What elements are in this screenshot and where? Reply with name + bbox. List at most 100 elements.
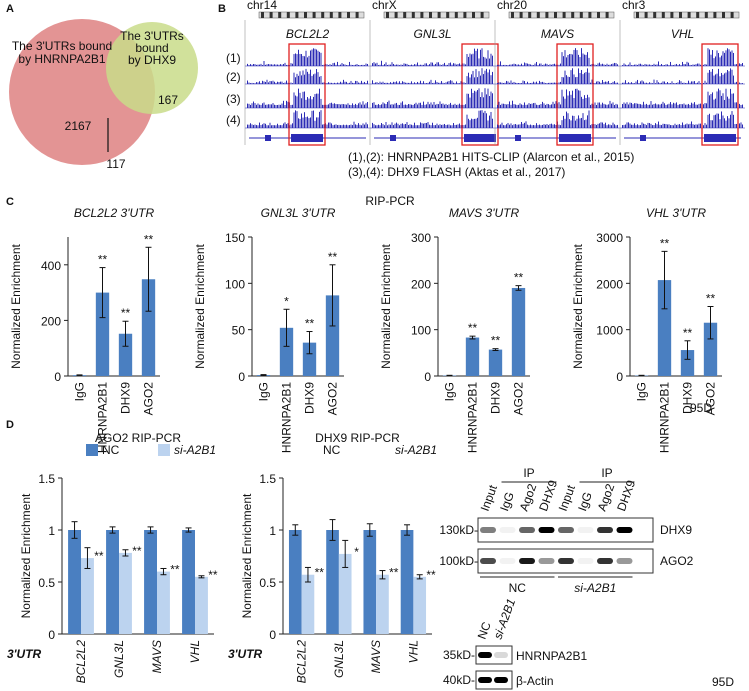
venn-label-line: bound [135, 41, 168, 55]
chart-title: BCL2L2 3'UTR [74, 206, 155, 220]
track-signal [405, 82, 406, 84]
track-signal [265, 104, 266, 108]
track-signal [376, 125, 378, 128]
track-signal [513, 63, 515, 66]
track-signal [719, 76, 721, 84]
track-signal [332, 83, 334, 84]
track-signal [719, 57, 721, 66]
track-signal [250, 83, 251, 84]
track-signal [439, 82, 441, 84]
ideogram-band [329, 12, 333, 18]
track-signal [679, 64, 680, 66]
track-signal [472, 119, 474, 128]
track-label: (1) [226, 51, 241, 65]
track-signal [698, 103, 700, 108]
track-signal [615, 63, 617, 66]
ideogram-band [480, 12, 484, 18]
track-signal [448, 124, 450, 128]
track-signal [328, 65, 329, 66]
track-signal [323, 82, 325, 84]
track-signal [441, 65, 442, 66]
track-signal [671, 81, 673, 84]
track-signal [466, 114, 468, 128]
x-tick-label: IgG [73, 382, 87, 401]
track-signal [658, 61, 659, 66]
track-signal [680, 65, 682, 66]
track-signal [644, 124, 646, 128]
track-signal [319, 88, 320, 108]
mw-marker: 35kD- [443, 648, 475, 662]
track-signal [713, 99, 715, 108]
track-signal [655, 103, 656, 108]
track-signal [356, 64, 358, 66]
chromosome: chr14 [247, 0, 277, 12]
track-signal [298, 118, 299, 128]
significance: ** [305, 317, 315, 331]
track-signal [719, 90, 721, 108]
track-signal [659, 83, 661, 84]
x-tick-label: BCL2L2 [74, 640, 88, 684]
ideogram-band [295, 12, 299, 18]
track-signal [317, 50, 319, 66]
track-signal [426, 122, 427, 128]
track-signal [396, 102, 397, 108]
track-signal [530, 124, 531, 128]
bar [376, 574, 389, 634]
ideogram-band [696, 12, 700, 18]
track-signal [286, 124, 287, 128]
track-signal [646, 64, 647, 66]
track-signal [563, 77, 564, 84]
track-signal [436, 81, 438, 84]
track-signal [683, 64, 685, 66]
track-signal [742, 83, 743, 84]
track-signal [653, 63, 655, 66]
track-signal [441, 103, 442, 108]
track-signal [478, 58, 480, 66]
track-signal [487, 50, 489, 66]
band [538, 527, 555, 533]
track-signal [453, 123, 454, 128]
track-signal [323, 104, 325, 108]
ideogram [508, 11, 615, 19]
x-tick-label: MAVS [369, 640, 383, 673]
track-signal [394, 64, 396, 66]
track-signal [475, 91, 477, 108]
track-signal [540, 63, 542, 66]
track-signal [341, 103, 343, 108]
ideogram-band [420, 12, 424, 18]
track-signal [614, 62, 615, 66]
track-signal [716, 91, 718, 108]
track-signal [706, 103, 707, 108]
track-signal [585, 72, 587, 84]
track-signal [402, 81, 403, 84]
track-signal [287, 101, 289, 108]
track-signal [591, 79, 593, 84]
track-signal [350, 124, 352, 128]
track-signal [484, 110, 486, 128]
track-signal [293, 54, 295, 66]
track-signal [531, 64, 533, 66]
track-signal [501, 103, 503, 108]
track-signal [695, 104, 697, 108]
track-signal [490, 91, 492, 108]
track-signal [507, 65, 509, 66]
track-signal [447, 124, 448, 128]
track-signal [397, 104, 399, 108]
track-signal [344, 125, 346, 128]
y-axis-label: Normalized Enrichment [571, 243, 585, 368]
track-signal [326, 83, 328, 84]
track-signal [263, 102, 265, 108]
track-signal [707, 114, 709, 128]
track-signal [468, 56, 469, 66]
track-signal [676, 82, 677, 84]
track-signal [266, 104, 268, 108]
track-signal [253, 83, 254, 84]
track-signal [727, 69, 728, 84]
track-signal [390, 82, 391, 84]
track-signal [317, 117, 319, 128]
track-signal [668, 83, 670, 84]
lane-label: si-A2B1 [491, 597, 519, 641]
ideogram-band [403, 12, 407, 18]
track-signal [442, 82, 444, 84]
track-signal [254, 124, 256, 128]
